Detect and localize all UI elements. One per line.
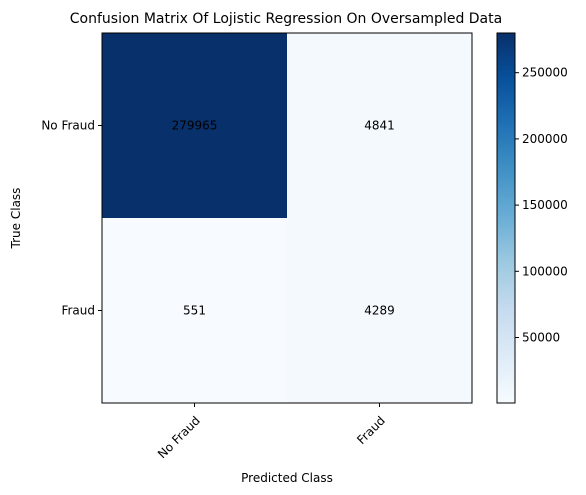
colorbar-tick-label: 200000 <box>522 132 568 146</box>
colorbar-tick-label: 50000 <box>522 331 560 345</box>
cell-value-label: 4289 <box>364 304 395 318</box>
heatmap-cells: 279965 4841 551 4289 <box>102 33 472 403</box>
heatmap-cell <box>102 218 287 403</box>
x-axis-label: Predicted Class <box>241 471 333 485</box>
heatmap-cell <box>287 33 472 218</box>
chart-title: Confusion Matrix Of Lojistic Regression … <box>70 11 502 27</box>
y-tick-label: Fraud <box>61 304 95 318</box>
heatmap-cell <box>287 218 472 403</box>
colorbar-tick-label: 150000 <box>522 198 568 212</box>
x-tick-label: No Fraud <box>155 413 203 461</box>
colorbar: 50000 100000 150000 200000 250000 <box>496 32 568 404</box>
colorbar-tick-label: 100000 <box>522 264 568 278</box>
x-tick-label: Fraud <box>354 413 388 447</box>
y-axis-ticks: No Fraud Fraud <box>41 119 102 318</box>
colorbar-ticks: 50000 100000 150000 200000 250000 <box>515 66 568 345</box>
cell-value-label: 279965 <box>172 119 218 133</box>
cell-value-label: 4841 <box>364 119 395 133</box>
cell-value-label: 551 <box>183 304 206 318</box>
y-tick-label: No Fraud <box>41 119 95 133</box>
heatmap-cell <box>102 33 287 218</box>
y-axis-label: True Class <box>9 188 23 250</box>
x-axis-ticks: No Fraud Fraud <box>155 403 388 461</box>
colorbar-tick-label: 250000 <box>522 66 568 80</box>
plot-frame <box>101 32 473 404</box>
colorbar-gradient <box>496 32 516 404</box>
